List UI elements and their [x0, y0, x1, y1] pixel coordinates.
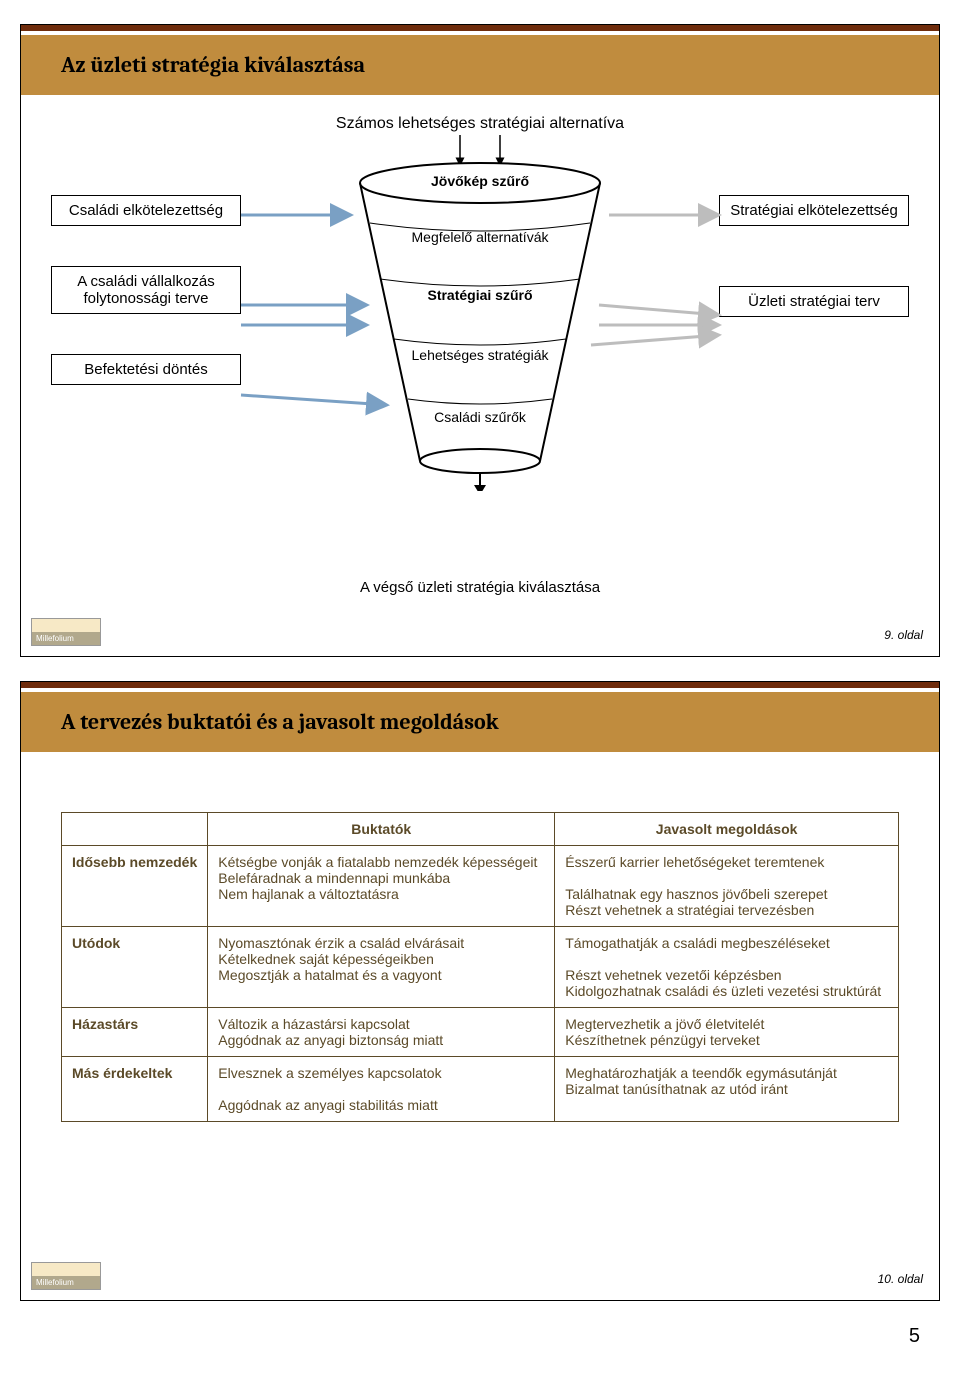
- row-pitfalls: Kétségbe vonják a fiatalabb nemzedék kép…: [208, 846, 555, 927]
- funnel-row-1: Megfelelő alternatívák: [350, 229, 610, 245]
- right-boxes: Stratégiai elkötelezettség Üzleti straté…: [719, 195, 909, 317]
- left-box-1: A családi vállalkozás folytonossági terv…: [51, 266, 241, 314]
- row-solutions: Megtervezhetik a jövő életvitelétKészíth…: [555, 1008, 899, 1057]
- table-row: HázastársVáltozik a házastársi kapcsolat…: [62, 1008, 899, 1057]
- row-label: Házastárs: [62, 1008, 208, 1057]
- row-label: Utódok: [62, 927, 208, 1008]
- accent-bar: [21, 682, 939, 688]
- left-boxes: Családi elkötelezettség A családi vállal…: [51, 195, 241, 385]
- left-box-2: Befektetési döntés: [51, 354, 241, 385]
- row-pitfalls: Változik a házastársi kapcsolatAggódnak …: [208, 1008, 555, 1057]
- row-pitfalls: Elvesznek a személyes kapcsolatokAggódna…: [208, 1057, 555, 1122]
- left-box-0: Családi elkötelezettség: [51, 195, 241, 226]
- table-row: Más érdekeltekElvesznek a személyes kapc…: [62, 1057, 899, 1122]
- slide2-title: A tervezés buktatói és a javasolt megold…: [61, 709, 499, 735]
- slide-2: A tervezés buktatói és a javasolt megold…: [20, 681, 940, 1301]
- funnel-row-3: Lehetséges stratégiák: [350, 347, 610, 363]
- slide-1: Az üzleti stratégia kiválasztása Számos …: [20, 24, 940, 657]
- slide-title-band: Az üzleti stratégia kiválasztása: [21, 35, 939, 95]
- slide2-page-label: 10. oldal: [878, 1272, 923, 1286]
- table-row: Idősebb nemzedékKétségbe vonják a fiatal…: [62, 846, 899, 927]
- funnel-row-2: Stratégiai szűrő: [350, 287, 610, 303]
- col-pitfalls: Buktatók: [208, 813, 555, 846]
- pitfalls-table-wrap: Buktatók Javasolt megoldások Idősebb nem…: [61, 812, 899, 1122]
- row-label: Idősebb nemzedék: [62, 846, 208, 927]
- slide1-page-label: 9. oldal: [884, 628, 923, 642]
- slide1-title: Az üzleti stratégia kiválasztása: [61, 52, 365, 78]
- doc-page-number: 5: [0, 1325, 960, 1368]
- col-solutions: Javasolt megoldások: [555, 813, 899, 846]
- row-label: Más érdekeltek: [62, 1057, 208, 1122]
- pitfalls-table: Buktatók Javasolt megoldások Idősebb nem…: [61, 812, 899, 1122]
- final-caption: A végső üzleti stratégia kiválasztása: [21, 575, 939, 596]
- diagram-subtitle: Számos lehetséges stratégiai alternatíva: [51, 115, 909, 133]
- right-box-0: Stratégiai elkötelezettség: [719, 195, 909, 226]
- row-solutions: Meghatározhatják a teendők egymásutánját…: [555, 1057, 899, 1122]
- row-solutions: Támogathatják a családi megbeszéléseketR…: [555, 927, 899, 1008]
- table-row: UtódokNyomasztónak érzik a család elvárá…: [62, 927, 899, 1008]
- row-solutions: Ésszerű karrier lehetőségeket teremtenek…: [555, 846, 899, 927]
- footer-logo: [31, 618, 101, 646]
- funnel-row-0: Jövőkép szűrő: [350, 173, 610, 189]
- funnel-svg: [350, 161, 610, 491]
- footer-logo: [31, 1262, 101, 1290]
- slide1-body: Számos lehetséges stratégiai alternatíva…: [21, 25, 939, 636]
- funnel-row-4: Családi szűrők: [350, 409, 610, 425]
- accent-bar: [21, 25, 939, 31]
- col-blank: [62, 813, 208, 846]
- slide2-body: Buktatók Javasolt megoldások Idősebb nem…: [21, 682, 939, 1162]
- diagram: Számos lehetséges stratégiai alternatíva…: [51, 115, 909, 575]
- row-pitfalls: Nyomasztónak érzik a család elvárásaitKé…: [208, 927, 555, 1008]
- right-box-1: Üzleti stratégiai terv: [719, 286, 909, 317]
- funnel: Jövőkép szűrő Megfelelő alternatívák Str…: [350, 161, 610, 491]
- slide-title-band: A tervezés buktatói és a javasolt megold…: [21, 692, 939, 752]
